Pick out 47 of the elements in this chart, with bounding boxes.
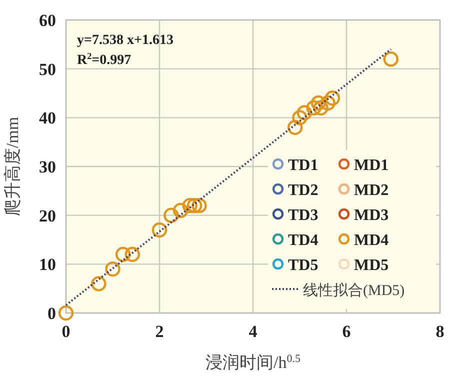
legend-label: MD3 xyxy=(354,207,389,224)
legend-label: 线性拟合(MD5) xyxy=(303,282,405,299)
x-tick-label: 6 xyxy=(342,322,351,341)
annotation: y=7.538 x+1.613 xyxy=(77,33,174,48)
y-tick-label: 40 xyxy=(39,108,56,128)
point xyxy=(164,208,179,223)
point xyxy=(310,95,326,111)
legend-label: TD1 xyxy=(288,157,318,174)
x-axis-title: 浸润时间/h$^{0.5}$ xyxy=(205,353,301,372)
point xyxy=(313,100,328,116)
point xyxy=(172,202,188,218)
x-tick-label: 8 xyxy=(436,322,444,341)
point xyxy=(383,51,399,67)
x-tick-label: 0 xyxy=(62,322,70,341)
legend-label: TD3 xyxy=(288,207,318,224)
legend-label: TD2 xyxy=(288,182,318,199)
y-tick-label: 10 xyxy=(39,255,56,274)
point xyxy=(182,198,198,214)
point xyxy=(292,110,308,126)
point xyxy=(152,222,168,238)
point xyxy=(105,261,120,277)
point xyxy=(115,246,131,262)
legend-label: MD5 xyxy=(354,257,389,274)
legend-label: TD5 xyxy=(288,257,318,274)
point xyxy=(296,105,312,120)
y-tick-label: 0 xyxy=(48,304,56,323)
point xyxy=(320,95,336,111)
legend-label: TD4 xyxy=(288,232,318,249)
y-tick-label: 30 xyxy=(39,158,56,176)
legend-label: MD4 xyxy=(354,232,389,249)
point xyxy=(91,276,106,292)
legend-label: MD2 xyxy=(354,182,389,199)
point xyxy=(306,100,322,116)
x-tick-label: 2 xyxy=(155,322,164,341)
y-tick-label: 60 xyxy=(39,11,56,30)
x-tick-label: 4 xyxy=(248,322,258,341)
y-axis-title: 爬升高度/mm xyxy=(3,116,22,216)
point xyxy=(124,246,140,262)
annotation: R$^{2}$=0.997 xyxy=(77,51,132,68)
point xyxy=(287,120,303,136)
y-tick-label: 20 xyxy=(39,206,56,226)
point xyxy=(58,305,74,321)
point xyxy=(186,198,202,214)
point xyxy=(192,198,207,214)
y-tick-label: 50 xyxy=(39,60,56,79)
legend-label: MD1 xyxy=(354,157,389,174)
point xyxy=(324,90,340,106)
